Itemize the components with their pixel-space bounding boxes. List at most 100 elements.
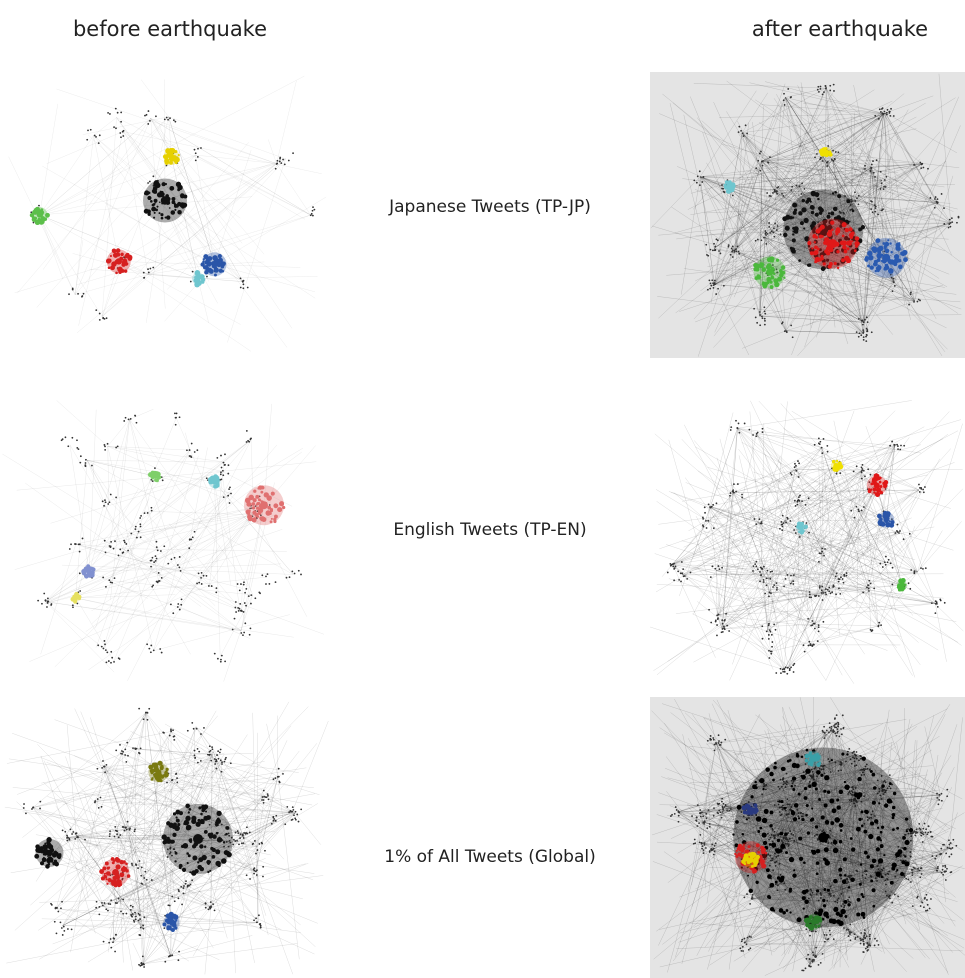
edge (764, 237, 831, 245)
node (761, 164, 764, 167)
node (71, 833, 73, 835)
node (768, 649, 770, 652)
node (180, 603, 183, 606)
cluster-node (267, 505, 272, 510)
edge (774, 191, 951, 224)
node (243, 832, 246, 834)
node (733, 251, 736, 253)
cluster-node (172, 822, 177, 827)
cluster-node (878, 480, 882, 484)
node (865, 316, 868, 319)
node (115, 446, 118, 449)
node (864, 168, 866, 170)
node (186, 729, 189, 732)
edge (734, 161, 763, 251)
node (792, 580, 795, 583)
edge (728, 186, 864, 335)
node (721, 619, 724, 621)
edge (820, 157, 915, 302)
edge (863, 113, 884, 334)
node (224, 660, 227, 663)
node (889, 562, 892, 565)
node (192, 727, 195, 730)
cluster-node (874, 269, 878, 273)
node (737, 422, 740, 425)
edge (774, 104, 782, 192)
node (860, 471, 863, 474)
edge (851, 201, 864, 323)
node (193, 451, 196, 453)
edge (771, 88, 827, 232)
node (701, 181, 704, 183)
node (105, 317, 108, 320)
node (732, 491, 735, 494)
node (779, 667, 782, 670)
cluster-node (803, 217, 809, 224)
cluster-node (174, 149, 178, 154)
node (781, 192, 783, 195)
node (148, 180, 151, 183)
cluster-node (837, 194, 842, 199)
node (195, 727, 198, 730)
node (767, 624, 770, 627)
node (782, 99, 785, 102)
node (193, 754, 196, 757)
node (794, 505, 797, 507)
node (285, 576, 288, 579)
node (107, 909, 109, 912)
node (789, 582, 792, 585)
edge (714, 83, 786, 285)
cluster-node (792, 233, 795, 236)
node (752, 570, 754, 572)
cluster-node (122, 865, 125, 869)
edge (214, 264, 315, 293)
edge (101, 274, 149, 317)
cluster-node (151, 203, 155, 207)
edge (78, 131, 124, 326)
node (729, 494, 731, 497)
node (758, 152, 761, 155)
node (76, 439, 78, 442)
cluster-node (816, 247, 820, 251)
node (829, 89, 832, 92)
edge (759, 237, 766, 317)
edge (714, 167, 872, 285)
edge (863, 113, 884, 323)
node (50, 903, 53, 906)
node (312, 206, 314, 208)
edge (832, 207, 869, 244)
cluster-node (174, 208, 177, 211)
node (713, 282, 716, 284)
cluster-node (834, 191, 837, 194)
node (288, 576, 291, 579)
edge (761, 152, 866, 162)
node (215, 587, 218, 590)
edge (785, 180, 882, 331)
node (796, 503, 799, 506)
node (768, 591, 771, 594)
node (246, 286, 249, 289)
node (702, 524, 704, 527)
cluster-node (723, 183, 727, 187)
node (262, 865, 265, 868)
node (39, 800, 42, 803)
node (296, 813, 299, 816)
node (939, 598, 942, 601)
node (726, 624, 729, 627)
cluster-node (49, 857, 54, 861)
node (818, 443, 821, 446)
edge (74, 240, 84, 295)
edge (771, 186, 800, 232)
node (202, 574, 205, 577)
node (277, 775, 280, 778)
node (242, 837, 245, 839)
node (715, 293, 718, 295)
cluster-node (152, 762, 157, 767)
cluster-node (191, 815, 197, 821)
edge (705, 205, 875, 214)
node (890, 107, 892, 110)
edge (150, 118, 244, 282)
node (79, 590, 82, 592)
node (129, 904, 132, 907)
node (812, 643, 815, 646)
